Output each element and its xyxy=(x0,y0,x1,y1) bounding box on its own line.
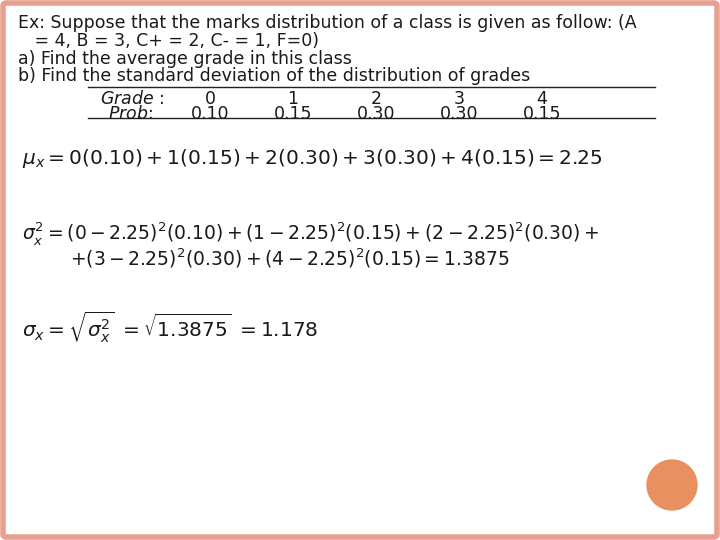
Text: = 4, B = 3, C+ = 2, C- = 1, F=0): = 4, B = 3, C+ = 2, C- = 1, F=0) xyxy=(18,32,319,50)
Text: 0.30: 0.30 xyxy=(440,105,478,123)
Text: $\mu_x = 0(0.10)+1(0.15)+2(0.30)+3(0.30)+4(0.15) = 2.25$: $\mu_x = 0(0.10)+1(0.15)+2(0.30)+3(0.30)… xyxy=(22,147,603,170)
Text: Ex: Suppose that the marks distribution of a class is given as follow: (A: Ex: Suppose that the marks distribution … xyxy=(18,14,636,32)
Text: 3: 3 xyxy=(454,90,464,108)
Text: $\mathit{Grade}$ :: $\mathit{Grade}$ : xyxy=(100,90,164,108)
Text: 2: 2 xyxy=(371,90,382,108)
Text: 0.30: 0.30 xyxy=(356,105,395,123)
Text: $\sigma_x^2 = (0-2.25)^2(0.10)+(1-2.25)^2(0.15)+(2-2.25)^2(0.30)+$: $\sigma_x^2 = (0-2.25)^2(0.10)+(1-2.25)^… xyxy=(22,220,600,247)
Text: 4: 4 xyxy=(536,90,547,108)
Text: 0.10: 0.10 xyxy=(191,105,229,123)
FancyBboxPatch shape xyxy=(3,3,717,537)
Text: 0.15: 0.15 xyxy=(523,105,562,123)
Text: 0.15: 0.15 xyxy=(274,105,312,123)
Text: 1: 1 xyxy=(287,90,299,108)
Text: b) Find the standard deviation of the distribution of grades: b) Find the standard deviation of the di… xyxy=(18,67,530,85)
Text: $+(3-2.25)^2(0.30)+(4-2.25)^2(0.15) = 1.3875$: $+(3-2.25)^2(0.30)+(4-2.25)^2(0.15) = 1.… xyxy=(70,247,509,271)
Text: a) Find the average grade in this class: a) Find the average grade in this class xyxy=(18,50,352,68)
Text: 0: 0 xyxy=(204,90,215,108)
Text: $\sigma_x = \sqrt{\sigma_x^2}\;  = \sqrt{1.3875}\; = 1.178$: $\sigma_x = \sqrt{\sigma_x^2}\; = \sqrt{… xyxy=(22,310,318,345)
Text: $\mathit{Prob}$:: $\mathit{Prob}$: xyxy=(108,105,153,123)
Circle shape xyxy=(647,460,697,510)
